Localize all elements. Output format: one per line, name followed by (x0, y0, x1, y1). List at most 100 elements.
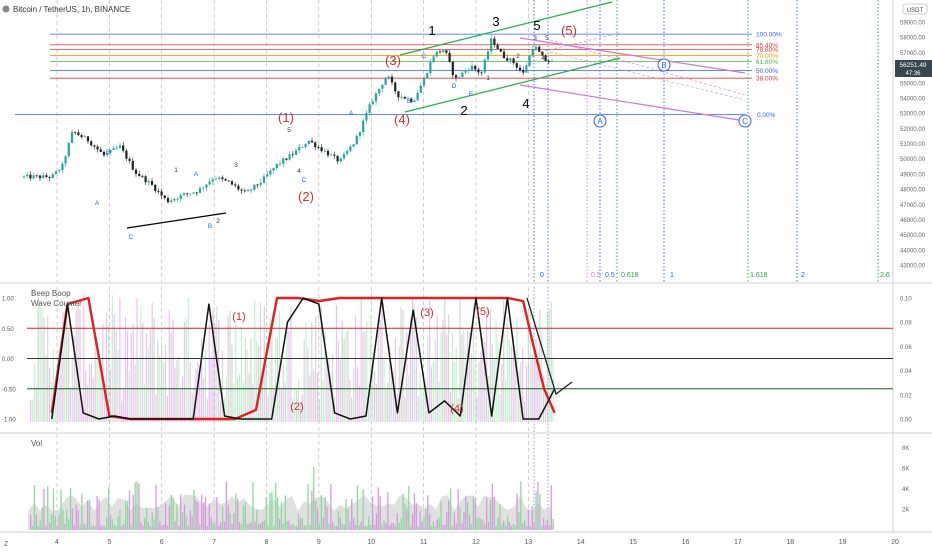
volume-bar (153, 519, 155, 530)
oscillator-bar (126, 331, 129, 422)
wave-label-primary: (5) (561, 23, 577, 38)
volume-bar (273, 525, 275, 530)
oscillator-bar (392, 371, 395, 422)
volume-bar (345, 499, 347, 530)
oscillator-bar (134, 364, 136, 422)
volume-bar (421, 521, 423, 530)
oscillator-bar (77, 304, 79, 422)
volume-bar (358, 525, 360, 530)
candle-body (410, 98, 413, 103)
oscillator-bar (353, 369, 355, 422)
volume-bar (187, 525, 189, 530)
volume-bar (543, 518, 545, 530)
fan-lines[interactable]: A B C (519, 37, 752, 128)
oscillator-bar (362, 332, 364, 422)
candle-body (294, 150, 298, 155)
oscillator-bar (52, 348, 54, 422)
volume-bar (267, 525, 269, 530)
date-tick-label: 8 (265, 539, 269, 546)
oscillator-bar (39, 306, 41, 422)
candle-body (32, 175, 35, 179)
date-tick-label: 13 (524, 539, 532, 546)
candle-body (77, 132, 80, 136)
oscillator-bar (288, 331, 290, 422)
volume-bar (353, 517, 355, 530)
candle-body (189, 193, 192, 195)
candle-body (160, 191, 163, 196)
volume-bar (201, 494, 203, 530)
volume-right-tick: 4K (902, 487, 909, 493)
wave-label-minor: A (349, 110, 354, 117)
volume-bar (77, 510, 79, 530)
oscillator-bar (119, 297, 121, 422)
volume-bar (109, 514, 112, 530)
candle-body (240, 189, 243, 191)
oscillator-bar (438, 381, 440, 422)
fib-level-label: 61.80% (756, 59, 778, 66)
candle-body (320, 147, 323, 152)
oscillator-bar (343, 338, 345, 422)
oscillator-bar (470, 354, 472, 422)
oscillator-bar (123, 388, 125, 422)
oscillator-bar (413, 304, 415, 422)
candle-body (387, 76, 390, 78)
volume-bar (96, 496, 98, 530)
volume-bar (115, 525, 117, 530)
candle-body (522, 70, 525, 73)
oscillator-bar (497, 342, 499, 422)
price-tick-label: 55000.00 (900, 81, 926, 87)
volume-bar (489, 499, 492, 530)
volume-bar (284, 495, 286, 530)
price-tick-label: 59000.00 (900, 21, 926, 27)
oscillator-bar (31, 399, 34, 422)
volume-bar (495, 525, 497, 530)
volume-bar (282, 523, 284, 530)
candle-body (243, 190, 246, 192)
volume-bar (467, 501, 469, 530)
oscillator-bar (168, 310, 170, 422)
arrow-annotation (526, 297, 573, 396)
candle-body (435, 51, 438, 57)
oscillator-bar (311, 322, 313, 422)
volume-bar (259, 523, 262, 530)
candle-body (384, 77, 387, 85)
oscillator-bar (406, 331, 408, 422)
oscillator-bar (316, 372, 319, 422)
time-fib-label: 0.5 (605, 272, 615, 279)
oscillator-bar (468, 332, 471, 422)
oscillator-bar (144, 384, 146, 422)
candle-body (381, 84, 384, 89)
candle-body (442, 50, 445, 53)
wave-label-minor: 3 (533, 35, 537, 42)
candle-body (304, 144, 307, 147)
oscillator-bar (307, 348, 309, 422)
volume-bar (541, 525, 543, 530)
support-trendline[interactable] (126, 212, 227, 229)
date-tick-label: 9 (317, 539, 321, 546)
oscillator-bar (191, 392, 193, 422)
volume-bar (242, 505, 245, 530)
candle-body (125, 150, 128, 159)
oscillator-bar (356, 366, 358, 422)
scale-toggle-button[interactable]: Z (4, 541, 9, 548)
candle-body (166, 198, 170, 203)
time-fib-extension[interactable]: 0 0.5 0.5 0.618 1 1.618 2 2.6 (533, 0, 890, 530)
volume-bar (178, 525, 180, 530)
volume-bar (364, 525, 366, 530)
price-tick-label: 57000.00 (900, 51, 926, 57)
volume-bar (166, 525, 169, 530)
unit-badge[interactable] (902, 3, 928, 15)
oscillator-left-tick: 0.00 (2, 357, 14, 363)
parallel-channel[interactable] (399, 1, 621, 113)
volume-bar (64, 524, 66, 530)
oscillator-bar (242, 383, 244, 422)
oscillator-bar (537, 357, 539, 422)
oscillator-bar (246, 349, 248, 422)
oscillator-bar (113, 313, 115, 422)
wave-label-minor: 2 (216, 218, 220, 225)
fib-retracement[interactable]: 100.00%85.40%78.60%70.00%61.80%50.00%38.… (15, 32, 782, 119)
volume-bar (271, 492, 273, 530)
volume-bar (404, 503, 406, 530)
